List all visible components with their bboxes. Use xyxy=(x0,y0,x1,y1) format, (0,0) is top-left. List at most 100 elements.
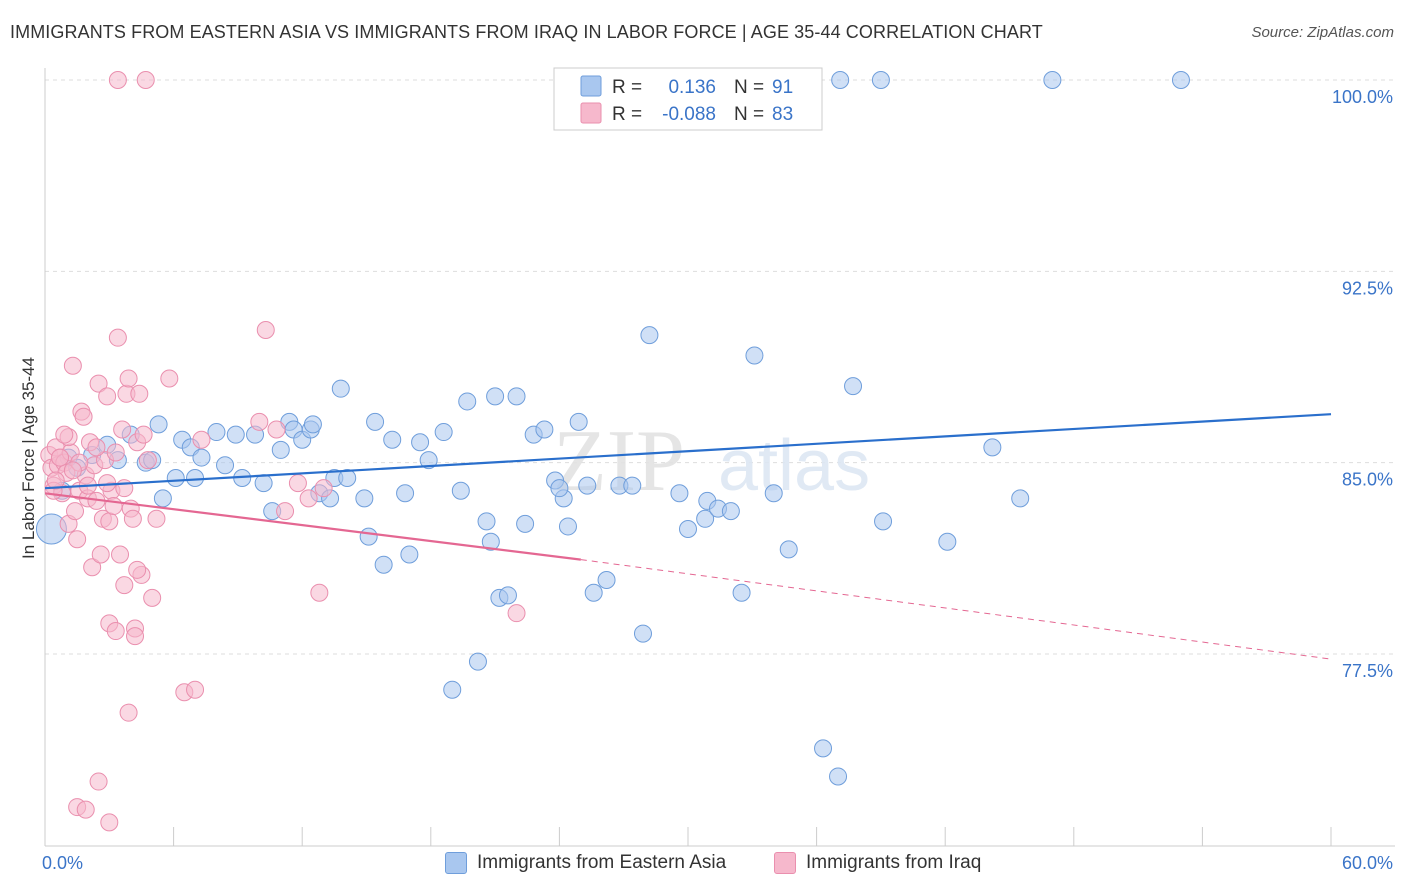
eastern-asia-point-22 xyxy=(254,474,273,493)
eastern-asia-point-45 xyxy=(451,481,470,500)
iraq-point-77 xyxy=(55,425,74,444)
iraq-point-45 xyxy=(138,451,157,470)
eastern-asia-point-73 xyxy=(721,502,740,521)
iraq-point-31 xyxy=(106,443,125,462)
legend-n-value-1: 91 xyxy=(772,77,793,98)
iraq-point-47 xyxy=(147,509,166,528)
eastern-asia-point-33 xyxy=(331,379,350,398)
y-tick-label-0: 100.0% xyxy=(1332,87,1393,107)
y-tick-label-2: 85.0% xyxy=(1342,470,1393,490)
eastern-asia-point-76 xyxy=(779,540,798,559)
watermark-atlas: atlas xyxy=(718,426,870,506)
iraq-point-16 xyxy=(74,407,93,426)
eastern-asia-point-61 xyxy=(578,476,597,495)
eastern-asia-point-82 xyxy=(983,438,1002,457)
iraq-point-55 xyxy=(276,502,295,521)
eastern-asia-point-12 xyxy=(166,468,185,487)
iraq-point-28 xyxy=(100,512,119,531)
x-tick-label-0: 0.0% xyxy=(42,853,83,873)
correlation-legend: R = 0.136 N = 91 R = -0.088 N = 83 xyxy=(553,67,823,131)
iraq-point-58 xyxy=(310,583,329,602)
legend-n-label-2: N = xyxy=(734,104,764,125)
chart-title: IMMIGRANTS FROM EASTERN ASIA VS IMMIGRAN… xyxy=(10,22,1043,42)
legend-swatch-iraq xyxy=(580,102,602,124)
eastern-asia-point-36 xyxy=(359,527,378,546)
y-axis-label: In Labor Force | Age 35-44 xyxy=(19,357,38,559)
eastern-asia-point-17 xyxy=(207,423,226,442)
eastern-asia-point-44 xyxy=(434,423,453,442)
bottom-legend-swatch-iraq xyxy=(774,852,796,874)
eastern-asia-point-65 xyxy=(623,476,642,495)
eastern-asia-point-83 xyxy=(1011,489,1030,508)
bottom-legend-item-eastern-asia: Immigrants from Eastern Asia xyxy=(445,852,726,874)
bottom-legend-swatch-eastern-asia xyxy=(445,852,467,874)
iraq-point-52 xyxy=(250,412,269,431)
eastern-asia-point-47 xyxy=(468,652,487,671)
eastern-asia-point-19 xyxy=(226,425,245,444)
source-label: Source: ZipAtlas.com xyxy=(1251,24,1394,41)
iraq-point-80 xyxy=(46,471,65,490)
iraq-point-48 xyxy=(160,369,179,388)
iraq-point-42 xyxy=(130,384,149,403)
bottom-legend-item-iraq: Immigrants from Iraq xyxy=(774,852,981,874)
iraq-point-12 xyxy=(66,502,85,521)
eastern-asia-point-75 xyxy=(745,346,764,365)
eastern-asia-point-53 xyxy=(507,387,526,406)
eastern-asia-point-74 xyxy=(732,583,751,602)
eastern-asia-trend-line xyxy=(44,413,1332,490)
iraq-point-57 xyxy=(299,489,318,508)
iraq-point-20 xyxy=(83,558,102,577)
iraq-point-79 xyxy=(128,560,147,579)
eastern-asia-point-88 xyxy=(1043,71,1062,89)
iraq-point-11 xyxy=(63,356,82,375)
eastern-asia-point-69 xyxy=(679,519,697,538)
eastern-asia-point-40 xyxy=(396,484,415,503)
eastern-asia-point-11 xyxy=(153,489,172,508)
eastern-asia-point-34 xyxy=(338,468,357,487)
eastern-asia-point-66 xyxy=(633,624,652,643)
eastern-asia-point-43 xyxy=(419,451,438,470)
eastern-asia-point-90 xyxy=(550,479,569,498)
tick-labels: 100.0% 92.5% 85.0% 77.5% 0.0% 60.0% xyxy=(42,87,1393,873)
series-eastern-asia-points xyxy=(35,71,1190,786)
iraq-point-44 xyxy=(134,425,153,444)
eastern-asia-point-18 xyxy=(216,456,235,475)
eastern-asia-point-86 xyxy=(831,71,850,89)
series-iraq-points xyxy=(40,71,526,832)
eastern-asia-point-81 xyxy=(938,532,957,551)
legend-swatch-eastern-asia xyxy=(580,75,602,97)
eastern-asia-point-49 xyxy=(481,532,500,551)
iraq-point-32 xyxy=(108,328,127,347)
iraq-point-64 xyxy=(119,703,138,722)
eastern-asia-point-77 xyxy=(814,739,833,758)
legend-n-value-2: 83 xyxy=(772,104,793,125)
legend-r-value-2: -0.088 xyxy=(662,104,716,125)
iraq-point-72 xyxy=(51,448,70,467)
bottom-legend-label-iraq: Immigrants from Iraq xyxy=(806,852,982,873)
eastern-asia-point-24 xyxy=(271,440,290,459)
eastern-asia-point-78 xyxy=(829,767,848,786)
eastern-asia-point-50 xyxy=(486,387,505,406)
iraq-point-13 xyxy=(68,530,87,549)
iraq-point-81 xyxy=(63,461,82,480)
iraq-point-37 xyxy=(119,369,138,388)
iraq-point-35 xyxy=(115,576,134,595)
iraq-point-61 xyxy=(76,800,95,819)
iraq-point-63 xyxy=(100,813,119,832)
eastern-asia-point-80 xyxy=(874,512,893,531)
legend-r-value-1: 0.136 xyxy=(668,77,716,98)
eastern-asia-point-60 xyxy=(569,412,588,431)
eastern-asia-point-46 xyxy=(458,392,477,411)
eastern-asia-point-16 xyxy=(192,448,211,467)
iraq-point-69 xyxy=(126,627,145,646)
eastern-asia-point-39 xyxy=(383,430,402,449)
eastern-asia-point-67 xyxy=(640,326,659,345)
iraq-point-54 xyxy=(267,420,286,439)
legend-r-label-2: R = xyxy=(612,104,642,125)
legend-r-label-1: R = xyxy=(612,77,642,98)
eastern-asia-point-54 xyxy=(516,514,535,533)
y-tick-label-1: 92.5% xyxy=(1342,278,1393,298)
eastern-asia-point-85 xyxy=(764,484,783,503)
iraq-point-53 xyxy=(256,321,275,340)
